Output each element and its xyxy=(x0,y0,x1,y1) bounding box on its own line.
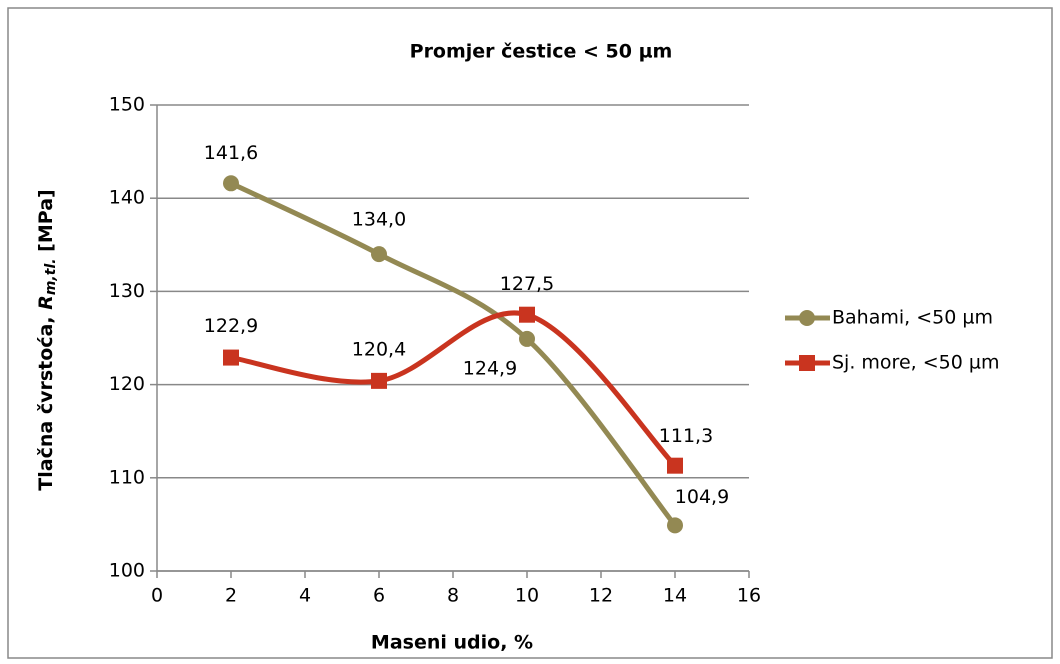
x-axis-label: Maseni udio, % xyxy=(371,632,533,654)
data-label: 111,3 xyxy=(659,425,713,447)
y-tick-label: 140 xyxy=(109,187,145,209)
y-label-symbol: R xyxy=(35,295,57,310)
y-tick-label: 130 xyxy=(109,280,145,302)
legend-label: Bahami, <50 µm xyxy=(832,307,993,329)
data-label: 104,9 xyxy=(675,486,729,508)
marker xyxy=(223,349,239,366)
data-label: 122,9 xyxy=(204,315,258,337)
marker xyxy=(223,175,239,192)
legend-label: Sj. more, <50 µm xyxy=(832,352,999,374)
x-tick-label: 0 xyxy=(151,585,163,607)
x-tick-label: 14 xyxy=(663,585,687,607)
y-tick-label: 100 xyxy=(109,560,145,582)
data-label: 124,9 xyxy=(463,357,517,379)
y-label-text: Tlačna čvrstoća, xyxy=(35,310,57,491)
y-tick-label: 120 xyxy=(109,373,145,395)
legend-marker xyxy=(799,310,815,326)
series-line xyxy=(230,310,677,468)
data-label: 120,4 xyxy=(352,338,406,360)
marker xyxy=(519,306,535,323)
y-axis-label: Tlačna čvrstoća, Rm,tl. [MPa] xyxy=(35,189,60,490)
data-label: 134,0 xyxy=(352,209,406,231)
y-tick-label: 110 xyxy=(109,466,145,488)
x-tick-label: 16 xyxy=(737,585,761,607)
x-tick-label: 8 xyxy=(447,585,459,607)
marker xyxy=(371,372,387,389)
marker xyxy=(667,457,683,474)
marker xyxy=(667,517,683,534)
x-tick-label: 6 xyxy=(373,585,385,607)
y-label-unit: [MPa] xyxy=(35,189,57,252)
x-tick-label: 12 xyxy=(589,585,613,607)
x-tick-label: 2 xyxy=(225,585,237,607)
x-tick-label: 4 xyxy=(299,585,311,607)
y-tick-label: 150 xyxy=(109,94,145,116)
y-label-unit-space xyxy=(35,252,57,259)
legend-marker xyxy=(799,355,815,371)
series-line xyxy=(229,181,677,527)
y-label-subscript: m,tl. xyxy=(43,258,59,295)
marker xyxy=(371,246,387,263)
x-tick-label: 10 xyxy=(515,585,539,607)
chart-title: Promjer čestice < 50 µm xyxy=(410,41,673,63)
data-label: 127,5 xyxy=(500,273,554,295)
marker xyxy=(519,330,535,347)
data-label: 141,6 xyxy=(204,142,258,164)
